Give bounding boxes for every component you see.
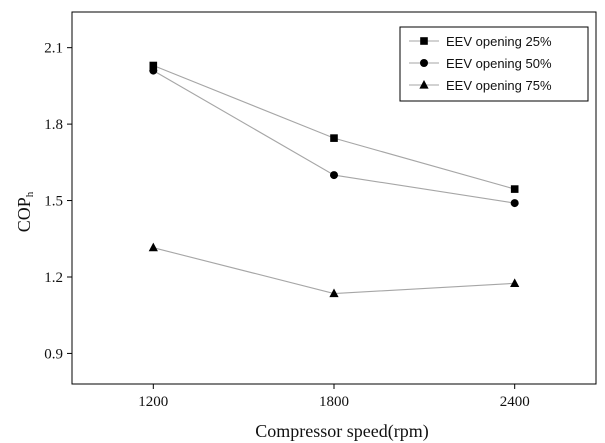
data-point-s1-2400 xyxy=(510,185,519,193)
data-point-s2-1200 xyxy=(149,66,158,75)
x-axis-title: Compressor speed(rpm) xyxy=(255,421,428,442)
legend-marker-2 xyxy=(420,59,428,67)
y-tick-label-2.1: 2.1 xyxy=(44,41,63,57)
legend-label-2: EEV opening 50% xyxy=(446,56,552,71)
y-axis-title-sub: h xyxy=(24,191,36,197)
data-point-s1-1800 xyxy=(330,134,338,142)
y-tick-label-0.9: 0.9 xyxy=(44,346,63,362)
legend-marker-3 xyxy=(419,80,429,89)
legend-label-1: EEV opening 25% xyxy=(446,34,552,49)
x-tick-label-2400: 2400 xyxy=(500,394,530,410)
legend: EEV opening 25% EEV opening 50% EEV openin… xyxy=(399,26,589,102)
x-tick-label-1800: 1800 xyxy=(319,394,349,410)
series-line-3 xyxy=(153,247,515,295)
y-tick-label-1.2: 1.2 xyxy=(44,270,63,286)
data-point-s1-1200 xyxy=(149,61,158,70)
data-point-s3-1200 xyxy=(148,242,158,252)
y-tick-label-1.5: 1.5 xyxy=(44,194,63,210)
data-point-s3-1800 xyxy=(329,288,339,298)
y-axis-title-main: COP xyxy=(14,197,34,232)
legend-label-3: EEV opening 75% xyxy=(446,78,552,93)
y-tick-label-1.8: 1.8 xyxy=(44,117,63,133)
plot-area xyxy=(148,61,520,298)
x-tick-label-1200: 1200 xyxy=(138,394,168,410)
data-point-s3-2400 xyxy=(510,278,520,287)
legend-marker-1 xyxy=(420,37,428,45)
data-point-s2-1800 xyxy=(330,171,338,180)
y-axis-title: COPh xyxy=(14,191,36,232)
axes: 1200 1800 2400 0.9 1.2 1.5 1.8 2.1 xyxy=(44,11,597,410)
legend-box xyxy=(399,26,589,102)
data-point-s2-2400 xyxy=(510,199,519,208)
